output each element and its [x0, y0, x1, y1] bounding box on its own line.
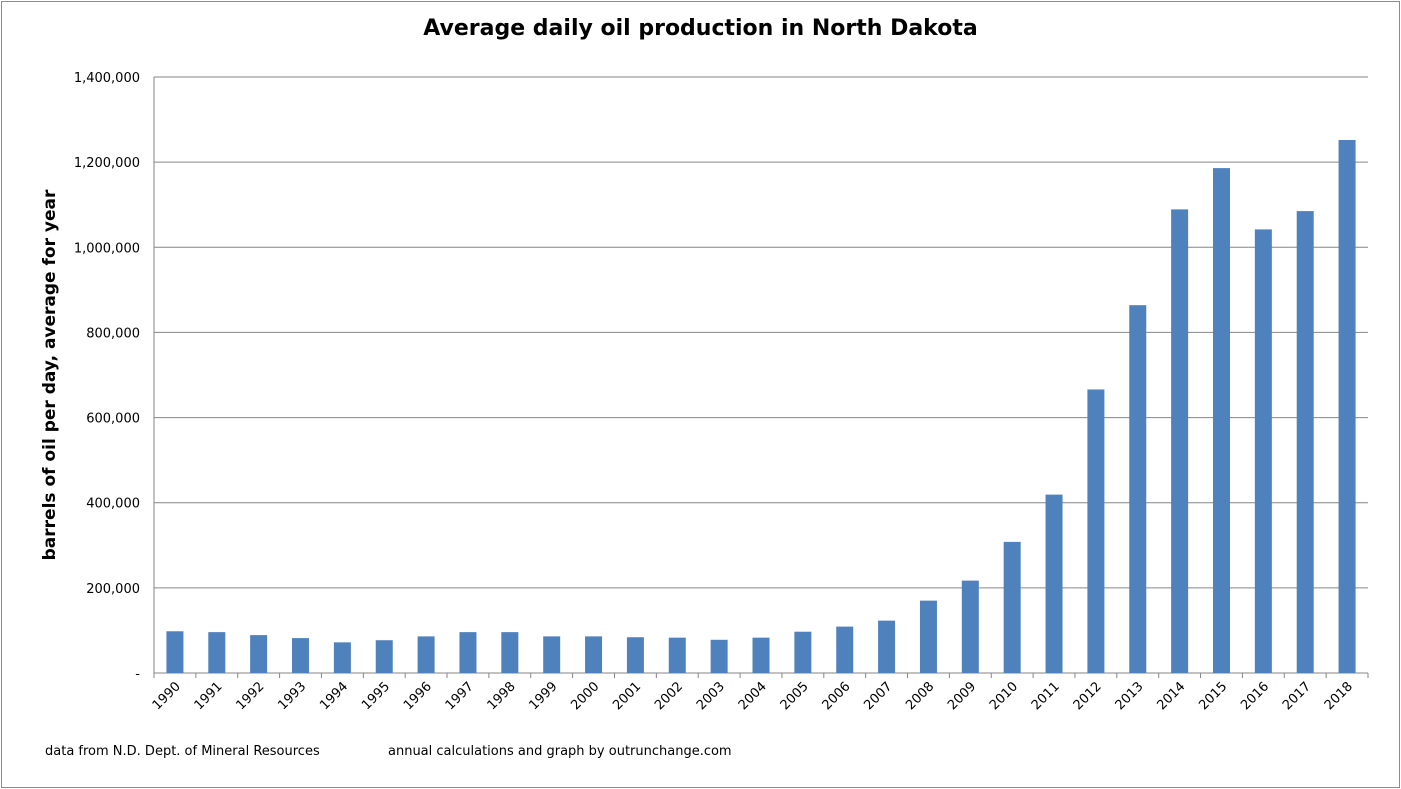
- bar-2003: [710, 639, 728, 673]
- x-tick-label: 2005: [778, 679, 812, 713]
- bar-2016: [1254, 229, 1272, 674]
- x-tick-label: 2012: [1071, 679, 1105, 713]
- bar-2005: [794, 631, 812, 673]
- bar-2010: [1003, 541, 1021, 673]
- bar-2018: [1338, 140, 1356, 673]
- x-tick-label: 1998: [485, 679, 519, 713]
- x-tick-label: 1995: [359, 679, 393, 713]
- bar-2014: [1171, 209, 1189, 673]
- x-tick-label: 2016: [1238, 679, 1272, 713]
- x-tick-label: 1999: [527, 679, 561, 713]
- bar-1990: [166, 631, 184, 673]
- x-tick-label: 1990: [150, 679, 184, 713]
- x-tick-label: 1997: [443, 679, 477, 713]
- bar-2011: [1045, 494, 1063, 673]
- y-tick-label: 200,000: [86, 582, 140, 597]
- bar-2006: [836, 626, 854, 673]
- x-tick-label: 2018: [1322, 679, 1356, 713]
- bar-2012: [1087, 389, 1105, 673]
- x-tick-label: 2013: [1113, 679, 1147, 713]
- bar-1997: [459, 632, 477, 673]
- x-tick-label: 2010: [987, 679, 1021, 713]
- bar-1994: [333, 642, 351, 673]
- bar-2009: [961, 580, 979, 673]
- x-tick-label: 1992: [233, 679, 267, 713]
- bar-2007: [878, 620, 896, 673]
- x-tick-label: 2015: [1196, 679, 1230, 713]
- y-tick-label: 400,000: [86, 497, 140, 512]
- x-tick-label: 2003: [694, 679, 728, 713]
- x-tick-label: 2007: [861, 679, 895, 713]
- y-tick-label: 1,400,000: [74, 71, 140, 86]
- x-tick-label: 2011: [1029, 679, 1063, 713]
- y-tick-label: 800,000: [86, 326, 140, 341]
- footer-source: data from N.D. Dept. of Mineral Resource…: [45, 744, 320, 759]
- bar-2002: [668, 637, 686, 673]
- x-tick-label: 1991: [192, 679, 226, 713]
- x-tick-label: 2006: [820, 679, 854, 713]
- x-tick-label: 2002: [652, 679, 686, 713]
- y-tick-label: 600,000: [86, 412, 140, 427]
- y-tick-label: -: [135, 667, 140, 682]
- y-tick-label: 1,200,000: [74, 156, 140, 171]
- x-tick-label: 2008: [903, 679, 937, 713]
- x-tick-label: 2014: [1154, 679, 1188, 713]
- x-tick-label: 1993: [275, 679, 309, 713]
- bar-2017: [1296, 211, 1314, 673]
- bar-1991: [208, 632, 226, 673]
- bar-1993: [292, 638, 310, 673]
- bar-1992: [250, 635, 268, 673]
- bar-1995: [375, 640, 393, 673]
- bar-2013: [1129, 305, 1147, 673]
- chart-title: Average daily oil production in North Da…: [423, 16, 978, 41]
- x-tick-label: 2017: [1280, 679, 1314, 713]
- x-tick-label: 2000: [568, 679, 602, 713]
- bar-1999: [543, 636, 561, 673]
- bar-1996: [417, 636, 435, 673]
- bar-2008: [919, 600, 937, 673]
- x-tick-label: 1994: [317, 679, 351, 713]
- bar-2004: [752, 637, 770, 673]
- footer-credit: annual calculations and graph by outrunc…: [388, 744, 732, 759]
- bar-2000: [585, 636, 603, 673]
- bar-1998: [501, 632, 519, 673]
- x-tick-label: 2004: [736, 679, 770, 713]
- x-tick-label: 1996: [401, 679, 435, 713]
- bar-2001: [626, 637, 644, 673]
- x-tick-label: 2009: [945, 679, 979, 713]
- x-tick-label: 2001: [610, 679, 644, 713]
- bar-2015: [1212, 168, 1230, 674]
- y-tick-label: 1,000,000: [74, 241, 140, 256]
